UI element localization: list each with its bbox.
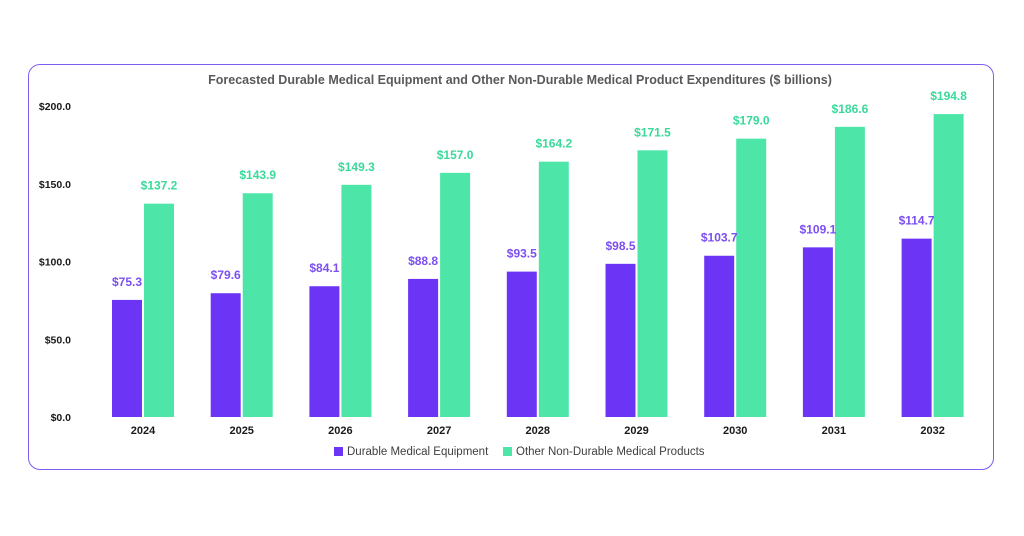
bar-nondurable-2031 [834, 126, 865, 417]
y-tick-label: $0.0 [51, 412, 72, 424]
x-tick-label: 2026 [328, 425, 352, 437]
data-label-nondurable-2026: $149.3 [338, 160, 375, 174]
x-axis: 2024 2025 2026 2027 2028 2029 2030 2031 2032 [131, 425, 945, 437]
y-axis: $0.0 $50.0 $100.0 $150.0 $200.0 [39, 101, 71, 424]
x-tick-label: 2024 [131, 425, 156, 437]
bar-durable-2028 [506, 271, 537, 417]
x-tick-label: 2027 [427, 425, 451, 437]
bar-nondurable-2025 [242, 193, 273, 417]
data-label-nondurable-2024: $137.2 [141, 179, 178, 193]
bar-durable-2025 [210, 293, 241, 417]
bar-durable-2026 [309, 286, 340, 417]
bar-durable-2032 [901, 238, 932, 417]
data-label-nondurable-2029: $171.5 [634, 125, 671, 139]
data-label-nondurable-2030: $179.0 [733, 114, 770, 128]
x-tick-label: 2030 [723, 425, 747, 437]
chart-title: Forecasted Durable Medical Equipment and… [208, 73, 832, 87]
bar-nondurable-2029 [637, 150, 668, 417]
bar-nondurable-2027 [440, 172, 471, 417]
data-labels: $75.3 $137.2 $79.6 $143.9 $84.1 $149.3 $88.8 $1… [112, 89, 967, 289]
y-tick-label: $200.0 [39, 101, 71, 113]
data-label-durable-2026: $84.1 [309, 261, 339, 275]
y-tick-label: $100.0 [39, 257, 71, 269]
data-label-nondurable-2031: $186.6 [832, 102, 869, 116]
x-tick-label: 2029 [624, 425, 648, 437]
legend-swatch-durable [334, 447, 343, 456]
x-tick-label: 2028 [526, 425, 550, 437]
legend-label-durable: Durable Medical Equipment [347, 446, 489, 458]
data-label-nondurable-2025: $143.9 [239, 168, 276, 182]
legend-label-nondurable: Other Non-Durable Medical Products [516, 446, 705, 458]
data-label-durable-2029: $98.5 [605, 239, 635, 253]
data-label-nondurable-2032: $194.8 [930, 89, 967, 103]
data-label-durable-2028: $93.5 [507, 247, 537, 261]
data-label-durable-2027: $88.8 [408, 254, 438, 268]
data-label-durable-2031: $109.1 [800, 222, 837, 236]
y-tick-label: $50.0 [45, 334, 71, 346]
x-tick-label: 2031 [822, 425, 846, 437]
x-tick-label: 2025 [229, 425, 253, 437]
bar-durable-2027 [408, 278, 439, 417]
y-tick-label: $150.0 [39, 179, 71, 191]
bar-durable-2029 [605, 263, 636, 417]
bars [112, 114, 964, 417]
data-label-durable-2032: $114.7 [899, 214, 935, 228]
bar-nondurable-2026 [341, 184, 372, 417]
x-tick-label: 2032 [920, 425, 944, 437]
data-label-nondurable-2028: $164.2 [535, 137, 572, 151]
bar-nondurable-2024 [144, 203, 174, 417]
bar-durable-2031 [802, 247, 833, 417]
bar-durable-2030 [704, 255, 735, 417]
bar-durable-2024 [112, 299, 142, 417]
legend: Durable Medical Equipment Other Non-Durab… [334, 446, 705, 458]
data-label-durable-2025: $79.6 [211, 268, 241, 282]
data-label-durable-2024: $75.3 [112, 275, 142, 289]
bar-nondurable-2030 [736, 138, 767, 417]
bar-nondurable-2028 [538, 161, 569, 417]
bar-nondurable-2032 [933, 114, 964, 417]
data-label-durable-2030: $103.7 [701, 231, 738, 245]
data-label-nondurable-2027: $157.0 [437, 148, 474, 162]
legend-swatch-nondurable [503, 447, 512, 456]
